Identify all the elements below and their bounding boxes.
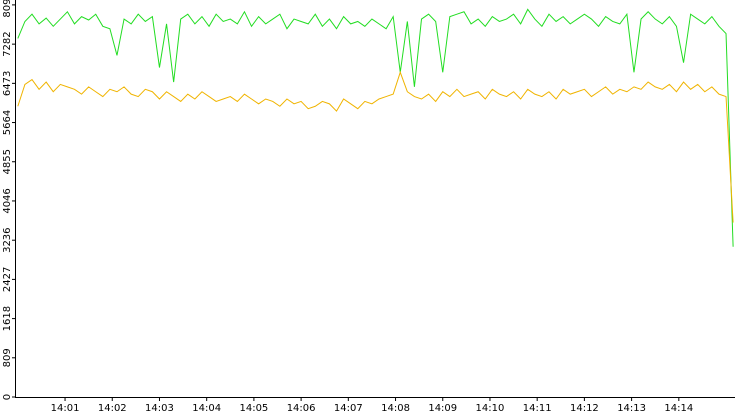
x-tick-label: 14:02 bbox=[98, 403, 127, 414]
x-tick-label: 14:12 bbox=[570, 403, 599, 414]
x-tick-label: 14:06 bbox=[287, 403, 316, 414]
x-tick-label: 14:14 bbox=[664, 403, 693, 414]
x-tick-label: 14:03 bbox=[145, 403, 174, 414]
y-tick-label: 4855 bbox=[2, 149, 13, 174]
x-tick-label: 14:13 bbox=[617, 403, 646, 414]
y-tick-label: 8092 bbox=[2, 0, 13, 18]
x-tick-label: 14:01 bbox=[51, 403, 80, 414]
y-tick-label: 0 bbox=[2, 394, 13, 400]
y-tick-label: 2427 bbox=[2, 267, 13, 292]
y-tick-label: 1618 bbox=[2, 306, 13, 331]
series-line bbox=[17, 8, 734, 247]
y-tick-label: 809 bbox=[2, 348, 13, 367]
x-tick-label: 14:11 bbox=[523, 403, 552, 414]
y-tick-label: 7282 bbox=[2, 31, 13, 56]
y-tick-label: 4046 bbox=[2, 188, 13, 213]
x-tick-label: 14:07 bbox=[334, 403, 363, 414]
series-line bbox=[17, 70, 734, 223]
x-tick-label: 14:05 bbox=[239, 403, 268, 414]
x-tick-label: 14:08 bbox=[381, 403, 410, 414]
x-tick-label: 14:09 bbox=[428, 403, 457, 414]
y-tick-label: 6473 bbox=[2, 71, 13, 96]
x-tick-label: 14:10 bbox=[476, 403, 505, 414]
y-tick-label: 5664 bbox=[2, 110, 13, 135]
y-tick-label: 3236 bbox=[2, 227, 13, 252]
x-tick-label: 14:04 bbox=[192, 403, 221, 414]
